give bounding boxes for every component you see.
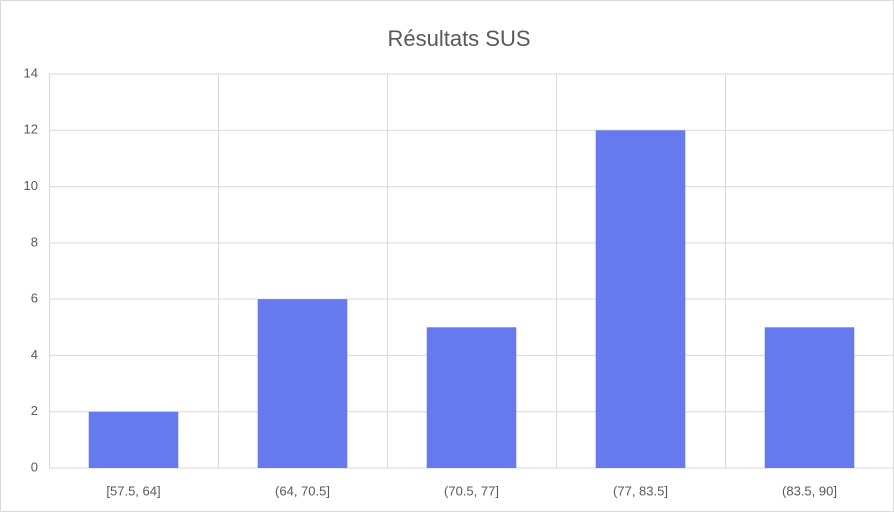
- y-tick-label: 8: [31, 234, 38, 249]
- y-tick-label: 12: [24, 122, 38, 137]
- bar: [764, 327, 855, 468]
- bar: [426, 327, 517, 468]
- bar: [595, 130, 686, 469]
- y-tick-label: 10: [24, 178, 38, 193]
- x-tick-label: (77, 83.5]: [613, 483, 668, 498]
- x-tick-label: (70.5, 77]: [444, 483, 499, 498]
- y-tick-label: 14: [24, 65, 38, 80]
- x-tick-label: (83.5, 90]: [782, 483, 837, 498]
- y-tick-label: 2: [31, 403, 38, 418]
- x-tick-label: (64, 70.5]: [275, 483, 330, 498]
- y-tick-label: 0: [31, 459, 38, 474]
- y-tick-label: 4: [31, 347, 38, 362]
- chart-title: Résultats SUS: [387, 26, 530, 51]
- bar: [257, 299, 348, 468]
- bar: [88, 411, 179, 468]
- x-tick-label: [57.5, 64]: [106, 483, 160, 498]
- y-tick-label: 6: [31, 291, 38, 306]
